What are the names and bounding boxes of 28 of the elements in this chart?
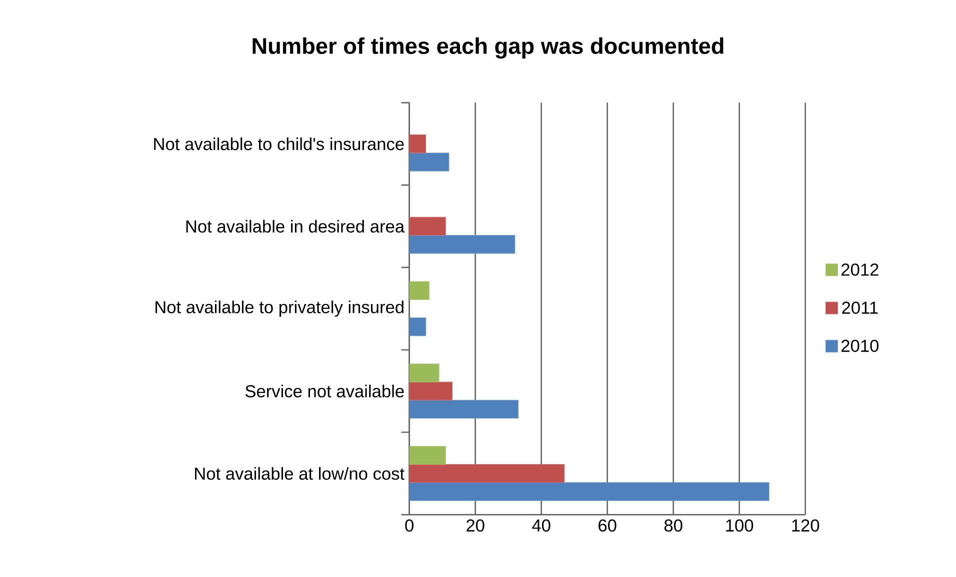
- x-tick-label: 20: [466, 519, 484, 532]
- bar: [409, 464, 565, 483]
- bar: [409, 216, 446, 236]
- x-tick-label: 0: [405, 519, 414, 532]
- x-tick-label: 80: [664, 519, 682, 532]
- x-tick-label: 40: [532, 519, 550, 532]
- bar: [409, 134, 426, 154]
- bar: [409, 234, 516, 254]
- bar: [409, 152, 450, 172]
- y-tick-label: Not available in desired area: [186, 220, 405, 232]
- x-tick-label: 120: [792, 519, 820, 532]
- bar: [409, 382, 453, 400]
- y-tick-label: Service not available: [245, 384, 404, 398]
- bar: [409, 446, 446, 465]
- bar: [409, 400, 519, 418]
- chart-title: Number of times each gap was documented: [252, 37, 724, 58]
- bar: [409, 482, 770, 501]
- y-tick-label: Not available to child's insurance: [154, 137, 404, 150]
- x-tick-label: 100: [726, 519, 754, 532]
- x-tick-label: 60: [598, 519, 616, 532]
- legend-label: 2012: [842, 263, 878, 276]
- bar: [409, 363, 440, 382]
- legend-label: 2011: [842, 301, 878, 314]
- bar: [409, 317, 426, 336]
- y-tick-label: Not available to privately insured: [156, 300, 404, 317]
- bar: [409, 281, 430, 300]
- legend-label: 2010: [842, 340, 879, 352]
- y-tick-label: Not available at low/no cost: [195, 466, 404, 480]
